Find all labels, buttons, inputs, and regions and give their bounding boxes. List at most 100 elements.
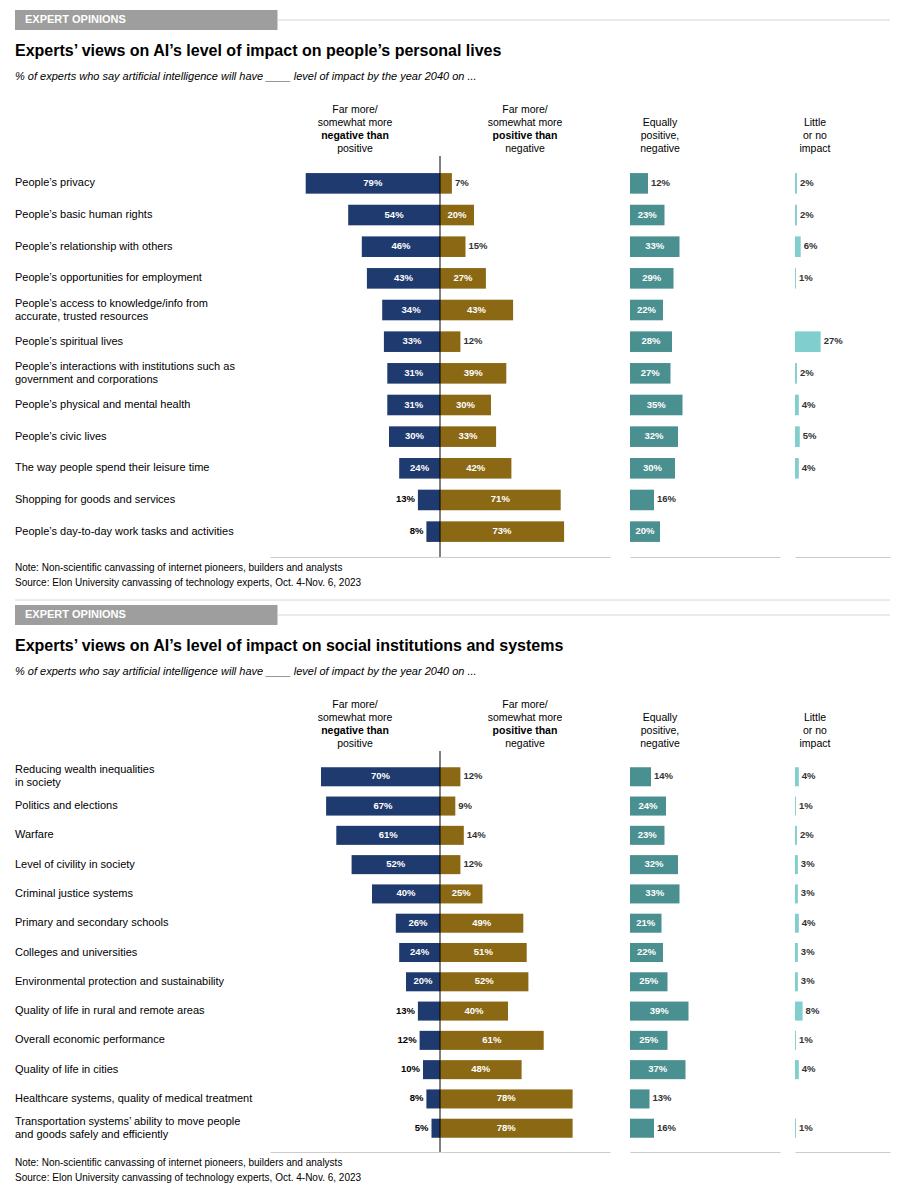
data-label: 3% [801,858,815,869]
data-label: 1% [799,272,813,283]
bar [382,300,440,321]
subtitle: % of experts who say artificial intellig… [15,70,477,82]
bar [440,395,491,416]
column-header: Far more/somewhat morenegative thanposit… [318,698,393,749]
category-label: Quality of life in rural and remote area… [15,1004,205,1016]
data-label: 28% [641,335,661,346]
title: Experts’ views on AI’s level of impact o… [15,42,501,59]
header-band [15,605,278,625]
category-label: People’s civic lives [15,430,107,442]
text-line: Far more/ [502,698,548,710]
data-label: 40% [464,1005,484,1016]
bar [630,914,662,933]
bar [326,797,440,816]
text-line: Politics and elections [15,799,118,811]
bar [630,236,680,257]
data-label: 20% [447,209,467,220]
text-line: negative [640,737,680,749]
text-line: Equally [643,711,678,723]
x-axis [796,1152,891,1153]
bar [336,826,440,845]
bar [795,205,797,226]
data-label: 46% [391,240,411,251]
bar [795,173,797,194]
bar [399,458,440,479]
bar [795,972,798,991]
bar [795,797,797,816]
bar [795,855,798,874]
column-header: Equallypositive,negative [640,116,680,154]
bar [630,767,651,786]
bar [630,521,660,542]
series [795,173,821,479]
bar [418,490,440,511]
data-label: 24% [410,462,430,473]
bar [418,1002,440,1021]
data-label: 43% [394,272,414,283]
data-label: 24% [638,800,658,811]
data-label: 20% [635,525,655,536]
bar [406,972,440,991]
data-label: 3% [801,975,815,986]
bar [630,884,680,903]
data-label: 61% [482,1034,502,1045]
data-label: 78% [497,1122,517,1133]
data-label: 73% [493,525,513,536]
text-line: The way people spend their leisure time [15,461,209,473]
bar [440,236,466,257]
text-line: negative than [321,724,389,736]
bar [795,943,798,962]
text-line: Quality of life in cities [15,1063,119,1075]
bar [630,173,648,194]
x-axis [441,1152,611,1153]
x-axis [441,557,611,558]
data-label: 33% [645,240,665,251]
data-label: 40% [396,887,416,898]
data-label: 27% [824,335,844,346]
bars [321,767,803,1137]
data-label: 71% [491,493,511,504]
bar [630,826,665,845]
x-axis [796,557,891,558]
bar [426,521,440,542]
data-label: 24% [410,946,430,957]
data-label: 14% [654,770,674,781]
bar [440,943,527,962]
bar [630,490,654,511]
zero-divider [440,156,441,557]
bar [321,767,440,786]
category-label: People’s basic human rights [15,208,153,220]
data-label: 23% [638,209,658,220]
data-label: 9% [458,800,472,811]
bar [440,458,511,479]
data-label: 2% [800,177,814,188]
series [306,173,440,542]
text-line: People’s physical and mental health [15,398,190,410]
data-label: 25% [639,1034,659,1045]
data-label: 23% [638,829,658,840]
bar [389,426,440,447]
bar [630,1060,686,1079]
bar [795,914,799,933]
column-header: Far more/somewhat morepositive thannegat… [488,103,563,154]
bar [423,1060,440,1079]
axis-line [441,1152,611,1153]
data-label: 30% [456,399,476,410]
data-labels: 79%54%46%43%34%33%31%31%30%24%13%8%7%20%… [363,177,843,536]
text-line: in society [15,776,61,788]
header-rule [278,615,891,616]
text-line: Colleges and universities [15,945,138,957]
category-label: Reducing wealth inequalitiesin society [15,763,155,788]
data-label: 29% [642,272,662,283]
category-label: Criminal justice systems [15,887,133,899]
data-label: 52% [386,858,406,869]
axis-line [796,557,891,558]
data-label: 52% [475,975,495,986]
text-line: Warfare [15,828,54,840]
category-label: People’s access to knowledge/info fromac… [15,296,208,321]
data-label: 12% [463,335,483,346]
text-line: positive, [641,724,680,736]
bar [440,363,506,384]
category-label: Transportation systems’ ability to move … [15,1115,240,1140]
text-line: Source: Elon University canvassing of te… [15,1172,362,1183]
